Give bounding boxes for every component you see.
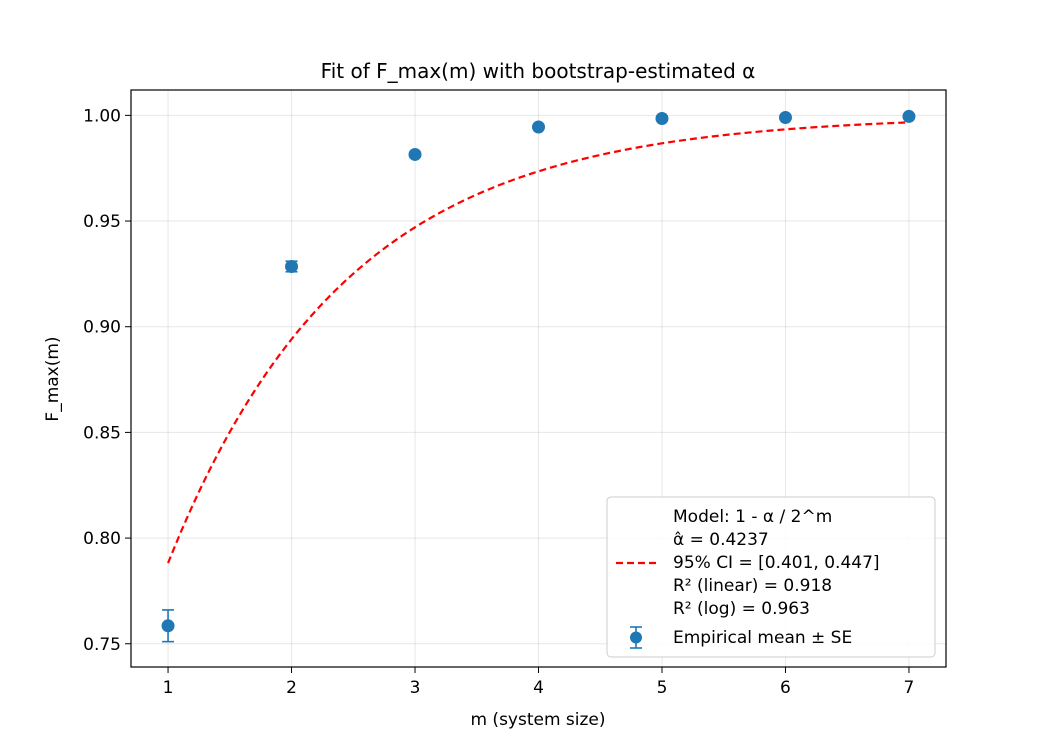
legend-box: [606, 496, 936, 658]
grid: [131, 90, 946, 667]
data-point-1: [161, 609, 175, 643]
legend-empirical-label: Empirical mean ± SE: [673, 628, 852, 648]
model-curve: [167, 121, 909, 564]
data-points-layer: [161, 109, 916, 643]
x-tick-label-2: 3: [410, 678, 421, 698]
x-tick-label-3: 4: [533, 678, 544, 698]
x-tick-label-6: 7: [904, 678, 915, 698]
y-tick-label-0: 0.75: [83, 635, 121, 655]
x-tick-label-1: 2: [286, 678, 297, 698]
data-point-5: [655, 112, 669, 126]
data-point-3: [408, 147, 422, 161]
y-tick-label-3: 0.90: [83, 318, 121, 338]
y-tick-label-2: 0.85: [83, 423, 121, 443]
legend-fit-line-1: Model: 1 - α / 2^m: [673, 507, 832, 527]
x-tick-label-4: 5: [657, 678, 668, 698]
data-point-marker: [778, 110, 792, 124]
ticks: 1 2 3 4 5 6 7 0.75 0.80 0.85 0.90 0.95 1.00: [83, 106, 914, 698]
data-point-4: [532, 120, 545, 134]
legend-point-marker: [630, 631, 642, 644]
x-axis-label: m (system size): [470, 710, 605, 730]
data-point-7: [902, 109, 916, 123]
y-axis-label: F_max(m): [43, 336, 63, 421]
chart-title: Fit of F_max(m) with bootstrap-estimated…: [321, 59, 756, 83]
legend-fit-line-2: α̂ = 0.4237: [673, 530, 769, 550]
x-tick-label-5: 6: [780, 678, 791, 698]
data-point-marker: [161, 619, 175, 633]
data-point-6: [778, 110, 792, 124]
data-point-2: [285, 259, 299, 273]
data-point-marker: [902, 109, 916, 123]
data-point-marker: [655, 112, 669, 126]
y-tick-label-5: 1.00: [83, 106, 121, 126]
legend-fit-line-3: 95% CI = [0.401, 0.447]: [673, 553, 880, 573]
y-tick-label-1: 0.80: [83, 529, 121, 549]
legend: Model: 1 - α / 2^m α̂ = 0.4237 95% CI = …: [606, 496, 936, 658]
data-point-marker: [532, 120, 545, 134]
y-tick-label-4: 0.95: [83, 212, 121, 232]
legend-fit-line-4: R² (linear) = 0.918: [673, 576, 832, 596]
model-curve-layer: [167, 121, 909, 564]
legend-fit-line-5: R² (log) = 0.963: [673, 599, 810, 619]
data-point-marker: [285, 259, 299, 273]
data-point-marker: [408, 147, 422, 161]
x-tick-label-0: 1: [163, 678, 174, 698]
